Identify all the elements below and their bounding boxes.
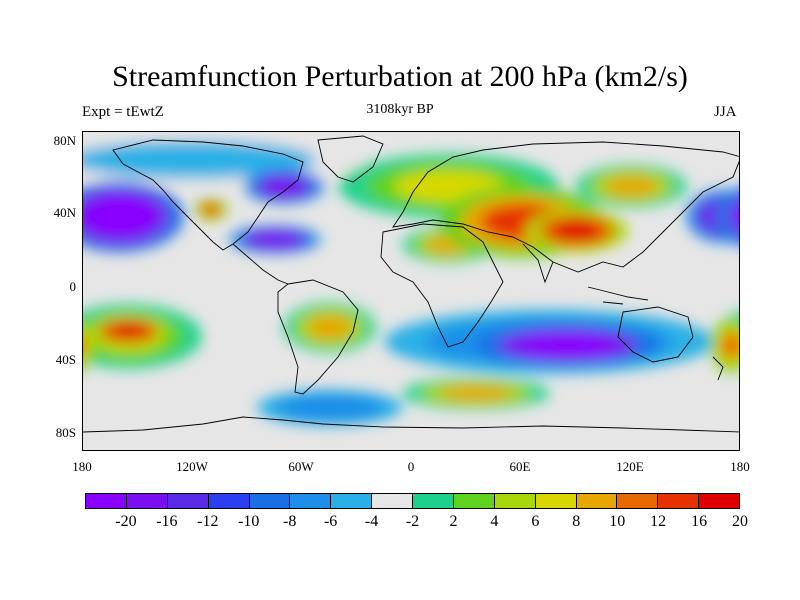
y-tick-40s: 40S — [55, 352, 76, 367]
colorbar-label: -16 — [156, 513, 178, 530]
colorbar-swatch — [331, 494, 373, 508]
africa-coastline — [380, 223, 504, 348]
field-contour-band — [293, 398, 367, 417]
field-contour-band — [108, 323, 149, 340]
colorbar-swatch — [208, 494, 250, 508]
colorbar-swatch — [453, 494, 495, 508]
colorbar-label: 10 — [609, 513, 626, 530]
colorbar — [85, 493, 740, 509]
colorbar-label: -8 — [283, 513, 297, 530]
greenland-coastline — [317, 135, 384, 183]
x-tick-180e: 180 — [730, 459, 750, 474]
season-label: JJA — [714, 104, 737, 120]
field-contour-band — [729, 200, 739, 233]
colorbar-swatch — [535, 494, 577, 508]
x-tick-60e: 60E — [509, 459, 531, 474]
colorbar-label: -10 — [238, 513, 260, 530]
colorbar-swatch — [617, 494, 659, 508]
y-tick-0: 0 — [69, 279, 77, 294]
south-america-coastline — [277, 279, 359, 395]
colorbar-swatch — [658, 494, 700, 508]
field-contour-band — [521, 334, 614, 356]
field-contour-band — [110, 147, 275, 172]
colorbar-label: 20 — [732, 513, 748, 530]
field-contour-band — [603, 175, 659, 197]
colorbar-swatch — [494, 494, 536, 508]
time-label: 3108kyr BP — [366, 102, 434, 117]
eurasia-coastline — [392, 141, 739, 273]
colorbar-label: -12 — [197, 513, 219, 530]
colorbar-label: -4 — [364, 513, 379, 530]
colorbar-label: 2 — [449, 513, 458, 530]
colorbar-label: 8 — [572, 513, 581, 530]
y-tick-40n: 40N — [53, 205, 76, 220]
experiment-label: Expt = tEwtZ — [82, 104, 164, 120]
colorbar-swatch — [126, 494, 168, 508]
colorbar-label: 6 — [531, 513, 540, 530]
colorbar-swatch — [86, 494, 127, 508]
contour-map — [83, 134, 739, 433]
australia-coastline — [617, 306, 694, 363]
x-tick-180w: 180 — [72, 459, 92, 474]
x-tick-120w: 120W — [176, 459, 208, 474]
colorbar-label: 12 — [650, 513, 667, 530]
central-america-coastline — [232, 243, 289, 285]
colorbar-swatch — [290, 494, 332, 508]
north-america-coastline — [112, 139, 304, 251]
x-tick-60w: 60W — [288, 459, 314, 474]
colorbar-swatch — [699, 494, 739, 508]
colorbar-label: -6 — [323, 513, 338, 530]
colorbar-label: -2 — [405, 513, 420, 530]
field-contour-band — [87, 198, 152, 235]
colorbar-label: -20 — [115, 513, 137, 530]
field-contour-band — [306, 315, 353, 340]
field-contour-band — [83, 328, 91, 362]
colorbar-swatch — [372, 494, 413, 508]
y-tick-80n: 80N — [53, 133, 76, 148]
field-contour-band — [83, 337, 85, 353]
colorbar-swatch — [576, 494, 618, 508]
field-contour-band — [263, 177, 305, 196]
plot-title: Streamfunction Perturbation at 200 hPa (… — [112, 60, 688, 93]
map-panel — [82, 131, 740, 451]
india-coastline — [522, 243, 554, 284]
colorbar-label: 16 — [691, 513, 708, 530]
indonesia-coastline — [587, 286, 649, 305]
field-contour-band — [202, 204, 220, 215]
colorbar-swatch — [167, 494, 209, 508]
field-contour-band — [252, 232, 298, 247]
field-contour-band — [439, 385, 513, 402]
colorbar-label: 4 — [490, 513, 499, 530]
field-contour-band — [713, 188, 739, 245]
x-tick-120e: 120E — [616, 459, 644, 474]
y-tick-80s: 80S — [55, 425, 76, 440]
antarctica-coastline — [83, 416, 739, 433]
field-contour-band — [550, 220, 603, 242]
x-tick-0: 0 — [407, 459, 415, 474]
colorbar-swatch — [249, 494, 291, 508]
colorbar-labels: -20 -16 -12 -10 -8 -6 -4 -2 2 4 6 8 10 12 16 20 — [85, 513, 748, 533]
colorbar-swatch — [413, 494, 454, 508]
new-zealand-coastline — [712, 356, 724, 381]
field-contour-band — [720, 332, 739, 359]
